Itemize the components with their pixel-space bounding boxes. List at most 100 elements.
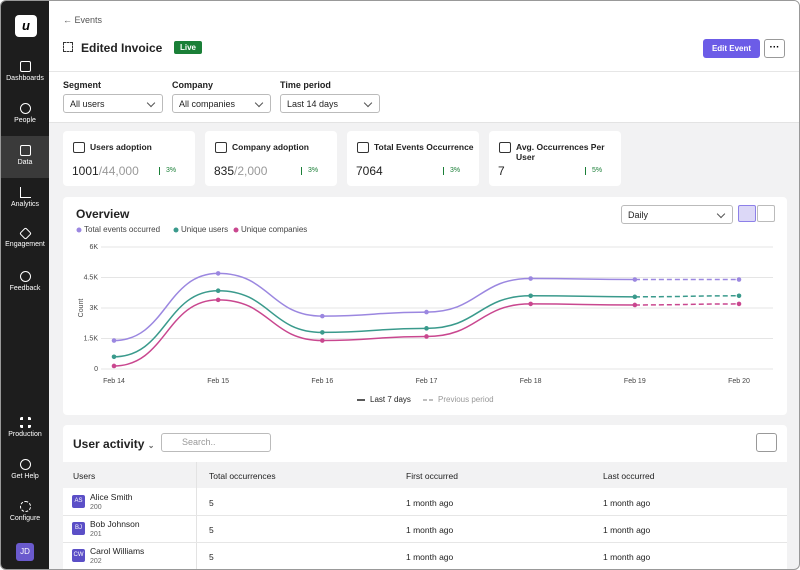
filter-select[interactable]: Last 14 days	[280, 94, 380, 113]
x-tick-label: Feb 19	[624, 378, 646, 385]
data-point	[424, 334, 429, 339]
nav-label: Data	[18, 159, 33, 166]
stat-icon	[73, 142, 85, 153]
stat-label: Total Events Occurrence	[374, 142, 474, 152]
legend-label: Total events occurred	[84, 225, 160, 234]
user-name[interactable]: Bob Johnson	[90, 519, 140, 529]
filter-label: Segment	[63, 80, 101, 90]
stat-icon	[215, 142, 227, 153]
first-cell: 1 month ago	[406, 498, 453, 508]
first-cell: 1 month ago	[406, 552, 453, 562]
total-cell: 5	[209, 498, 214, 508]
nav-item[interactable]: Configure	[1, 501, 49, 522]
total-cell: 5	[209, 552, 214, 562]
stat-card: Total Events Occurrence 7064 3%	[347, 131, 479, 186]
activity-title-text: User activity	[73, 437, 144, 451]
nav-label: Analytics	[11, 201, 39, 208]
user-id: 200	[90, 504, 102, 511]
x-tick-label: Feb 14	[103, 378, 125, 385]
period-label: Previous period	[438, 395, 494, 404]
activity-card: User activity ⌄ Search.. UsersTotal occu…	[63, 425, 787, 570]
x-tick-label: Feb 20	[728, 378, 750, 385]
filter-label: Time period	[280, 80, 331, 90]
data-point	[633, 295, 638, 300]
user-name[interactable]: Alice Smith	[90, 492, 133, 502]
data-point	[633, 277, 638, 282]
logo[interactable]: u	[15, 15, 37, 37]
more-button[interactable]: ···	[764, 39, 785, 58]
user-id: 202	[90, 558, 102, 565]
back-link[interactable]: ← Events	[63, 15, 102, 25]
user-name[interactable]: Carol Williams	[90, 546, 144, 556]
stat-label: Company adoption	[232, 142, 309, 152]
edit-button[interactable]: Edit Event	[703, 39, 760, 58]
data-point	[216, 298, 221, 303]
data-point	[320, 314, 325, 319]
avatar[interactable]: JD	[16, 543, 34, 561]
data-point	[424, 326, 429, 331]
first-cell: 1 month ago	[406, 525, 453, 535]
nav-item[interactable]: Feedback	[1, 271, 49, 292]
user-avatar: BJ	[72, 522, 85, 535]
stat-card: Users adoption1001/44,0003%	[63, 131, 195, 186]
activity-table: UsersTotal occurrencesFirst occurredLast…	[63, 462, 787, 570]
stat-total: /2,000	[234, 164, 267, 178]
y-tick-label: 4.5K	[84, 274, 99, 281]
chart: 01.5K3K4.5K6KCountFeb 14Feb 15Feb 16Feb …	[63, 197, 787, 415]
nav-item[interactable]: Engagement	[1, 229, 49, 248]
stat-label: Avg. Occurrences Per User	[516, 142, 621, 162]
y-tick-label: 3K	[89, 305, 98, 312]
up-arrow	[585, 167, 586, 175]
download-button[interactable]	[756, 433, 777, 452]
event-icon	[63, 42, 73, 52]
stat-value: 1001/44,000	[72, 164, 139, 178]
data-point	[737, 302, 742, 307]
column-header: First occurred	[406, 471, 458, 481]
data-point	[528, 276, 533, 281]
stat-icon	[357, 142, 369, 153]
nav-item[interactable]: Get Help	[1, 459, 49, 480]
legend-swatch	[77, 228, 82, 233]
nav-label: Configure	[10, 515, 40, 522]
data-point	[216, 288, 221, 293]
y-tick-label: 0	[94, 366, 98, 373]
page-title: Edited Invoice	[81, 41, 162, 55]
stat-value: 7064	[356, 164, 383, 178]
series-line-dashed	[635, 296, 739, 297]
nav-item[interactable]: Data	[1, 136, 49, 178]
series-line-dashed	[635, 304, 739, 305]
stat-change: 5%	[592, 167, 602, 174]
nav-label: Production	[8, 431, 41, 438]
data-point	[737, 294, 742, 299]
search-input[interactable]: Search..	[161, 433, 271, 452]
stat-change: 3%	[450, 167, 460, 174]
user-avatar: AS	[72, 495, 85, 508]
x-tick-label: Feb 16	[311, 378, 333, 385]
status-badge: Live	[174, 41, 202, 54]
nav-item[interactable]: Production	[1, 417, 49, 438]
total-cell: 5	[209, 525, 214, 535]
stat-card: Avg. Occurrences Per User 7 5%	[489, 131, 621, 186]
data-point	[424, 310, 429, 315]
stat-change: 3%	[308, 167, 318, 174]
nav-label: People	[14, 117, 36, 124]
y-tick-label: 6K	[89, 244, 98, 251]
activity-title[interactable]: User activity ⌄	[73, 437, 154, 451]
nav-item[interactable]: Dashboards	[1, 61, 49, 82]
stat-value: 7	[498, 164, 505, 178]
data-point	[112, 338, 117, 343]
nav-item[interactable]: Analytics	[1, 187, 49, 208]
nav-label: Dashboards	[6, 75, 44, 82]
up-arrow	[159, 167, 160, 175]
y-axis-title: Count	[78, 299, 85, 318]
y-tick-label: 1.5K	[84, 335, 99, 342]
filter-select[interactable]: All users	[63, 94, 163, 113]
stat-icon	[499, 142, 511, 153]
column-divider	[196, 462, 197, 570]
x-tick-label: Feb 18	[520, 378, 542, 385]
nav-label: Engagement	[5, 241, 45, 248]
nav-item[interactable]: People	[1, 103, 49, 124]
data-point	[320, 338, 325, 343]
filter-select[interactable]: All companies	[172, 94, 271, 113]
